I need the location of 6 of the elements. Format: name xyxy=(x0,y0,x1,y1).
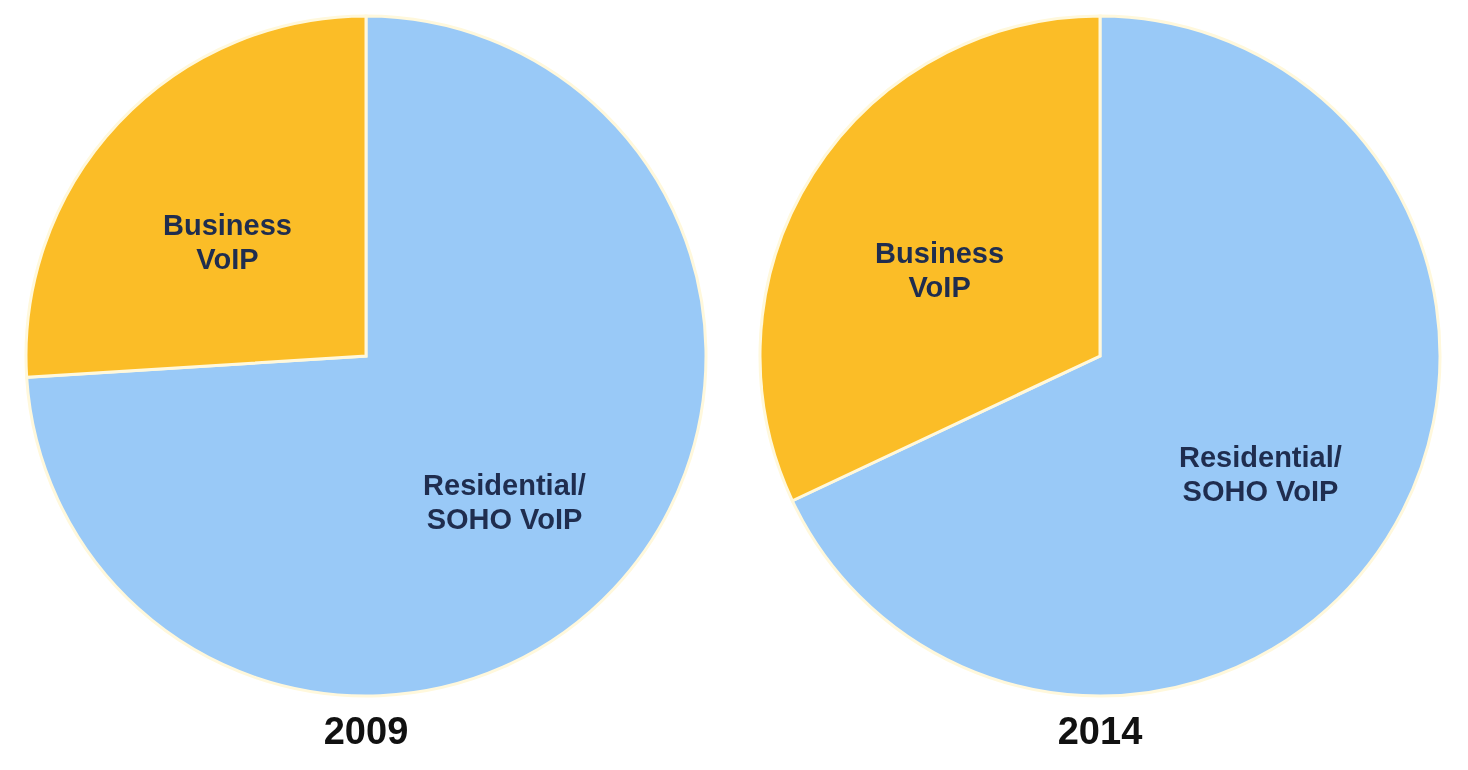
slice-label: Business VoIP xyxy=(875,237,1005,304)
slice-label: Residential/ SOHO VoIP xyxy=(1179,440,1342,507)
text: 2009 xyxy=(323,710,409,752)
text: 2014 xyxy=(1057,710,1143,752)
slice-label: Residential/ SOHO VoIP xyxy=(423,469,586,536)
slice-label: Business VoIP xyxy=(163,208,292,275)
